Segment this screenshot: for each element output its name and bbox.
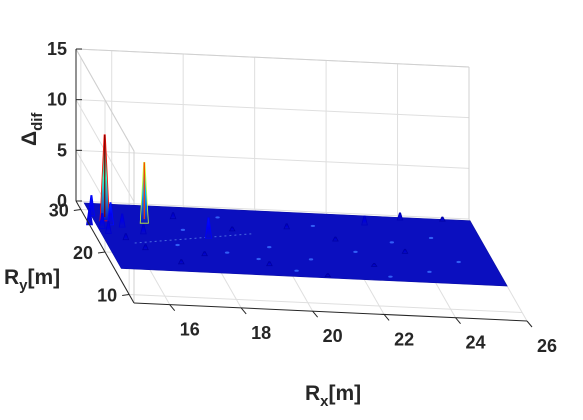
x-axis-label: Rx[m] [305, 382, 361, 410]
y-tick-mark [122, 294, 130, 296]
z-axis-label: Δdif [18, 112, 46, 146]
surface-bump [456, 260, 461, 264]
x-tick-label: 18 [251, 323, 271, 343]
surface-peak [122, 233, 130, 241]
surface-bump [428, 236, 434, 240]
surface-peak [332, 236, 339, 242]
surface [83, 134, 508, 287]
z-tick-label: 15 [47, 39, 67, 59]
surface-bump [310, 224, 316, 228]
x-tick-label: 26 [537, 336, 557, 356]
surface-peak [201, 251, 208, 257]
surface-bump [353, 250, 358, 253]
grid-line [129, 294, 523, 313]
box-edge [75, 48, 135, 152]
surface-peak [118, 213, 126, 228]
tick-labels: 16 18 20 22 24 26 10 20 300 5 10 15 [47, 39, 557, 356]
y-tick-mark [73, 209, 81, 211]
x-tick-mark [169, 304, 176, 311]
surface-peak [106, 202, 115, 226]
surface-bump [224, 251, 230, 254]
surface-peak [140, 224, 147, 235]
surface-plane [83, 202, 508, 287]
surface-bump [388, 275, 393, 278]
y-tick-label: 20 [73, 243, 93, 263]
y-axis-label: Ry[m] [4, 266, 60, 294]
surface-peak [105, 220, 112, 234]
x-tick-mark [383, 314, 390, 321]
x-tick-mark [240, 307, 247, 315]
surface-bump [294, 269, 299, 272]
surface-bump [215, 216, 220, 219]
z-tick-label: 0 [57, 191, 67, 211]
x-tick-label: 24 [466, 333, 486, 353]
surface-peak [401, 248, 409, 254]
z-tick-label: 10 [47, 90, 67, 110]
surface-peak [177, 259, 185, 265]
x-tick-mark [526, 320, 533, 328]
surface-bump [389, 241, 395, 244]
surface-peak [283, 223, 290, 230]
grid-line [75, 149, 470, 169]
surface-peak [370, 262, 378, 267]
surface-bump [427, 270, 432, 273]
box-edge [75, 48, 470, 68]
surface-bump [175, 243, 180, 247]
x-tick-label: 20 [323, 326, 343, 346]
surface-peak [98, 213, 106, 230]
x-tick-label: 16 [180, 320, 200, 340]
surface-peak [439, 216, 446, 222]
surface-peak [86, 208, 93, 226]
surface-bump [267, 246, 272, 249]
x-tick-mark [312, 310, 319, 318]
grid-line [75, 99, 470, 119]
surface-peak [204, 217, 213, 239]
y-tick-label: 30 [49, 201, 69, 221]
surface-peak [142, 244, 149, 251]
x-tick-mark [455, 317, 461, 325]
z-tick-label: 5 [57, 140, 67, 160]
surface-bump [180, 228, 186, 232]
surface-bump [308, 258, 314, 261]
surface-bump [256, 257, 261, 261]
surface-peak [169, 212, 177, 220]
surface-peak [361, 215, 368, 226]
y-tick-label: 10 [97, 286, 117, 306]
surface-peak [324, 273, 332, 278]
y-tick-mark [97, 251, 106, 254]
axis-line [133, 302, 528, 322]
surface-peak [396, 212, 404, 221]
surface-peak [266, 261, 273, 267]
surface-peak [228, 226, 236, 232]
x-tick-label: 22 [394, 329, 414, 349]
